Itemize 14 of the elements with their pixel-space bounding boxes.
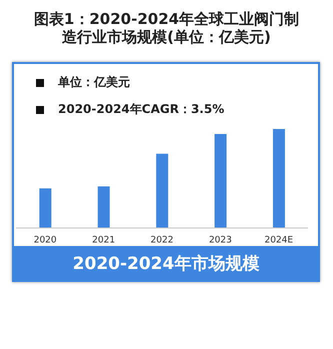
bar (39, 188, 52, 228)
text: 2020-2024年CAGR：3.5% (58, 101, 224, 118)
x-tick-label: 2021 (92, 235, 116, 246)
bar (214, 134, 227, 228)
text: 单位：亿美元 (58, 74, 130, 91)
x-tick-label: 2020 (34, 235, 57, 246)
x-tick-label: 2022 (150, 235, 174, 246)
bar (272, 129, 285, 228)
x-tick-label: 2023 (208, 235, 232, 246)
bar (156, 154, 168, 228)
chart-title: 图表1：2020-2024年全球工业阀门制造行业市场规模(单位：亿美元) (32, 10, 300, 46)
text: 2020-2024年市场规模 (14, 246, 318, 280)
x-tick-label: 2024E (264, 235, 294, 246)
bar (98, 186, 110, 228)
